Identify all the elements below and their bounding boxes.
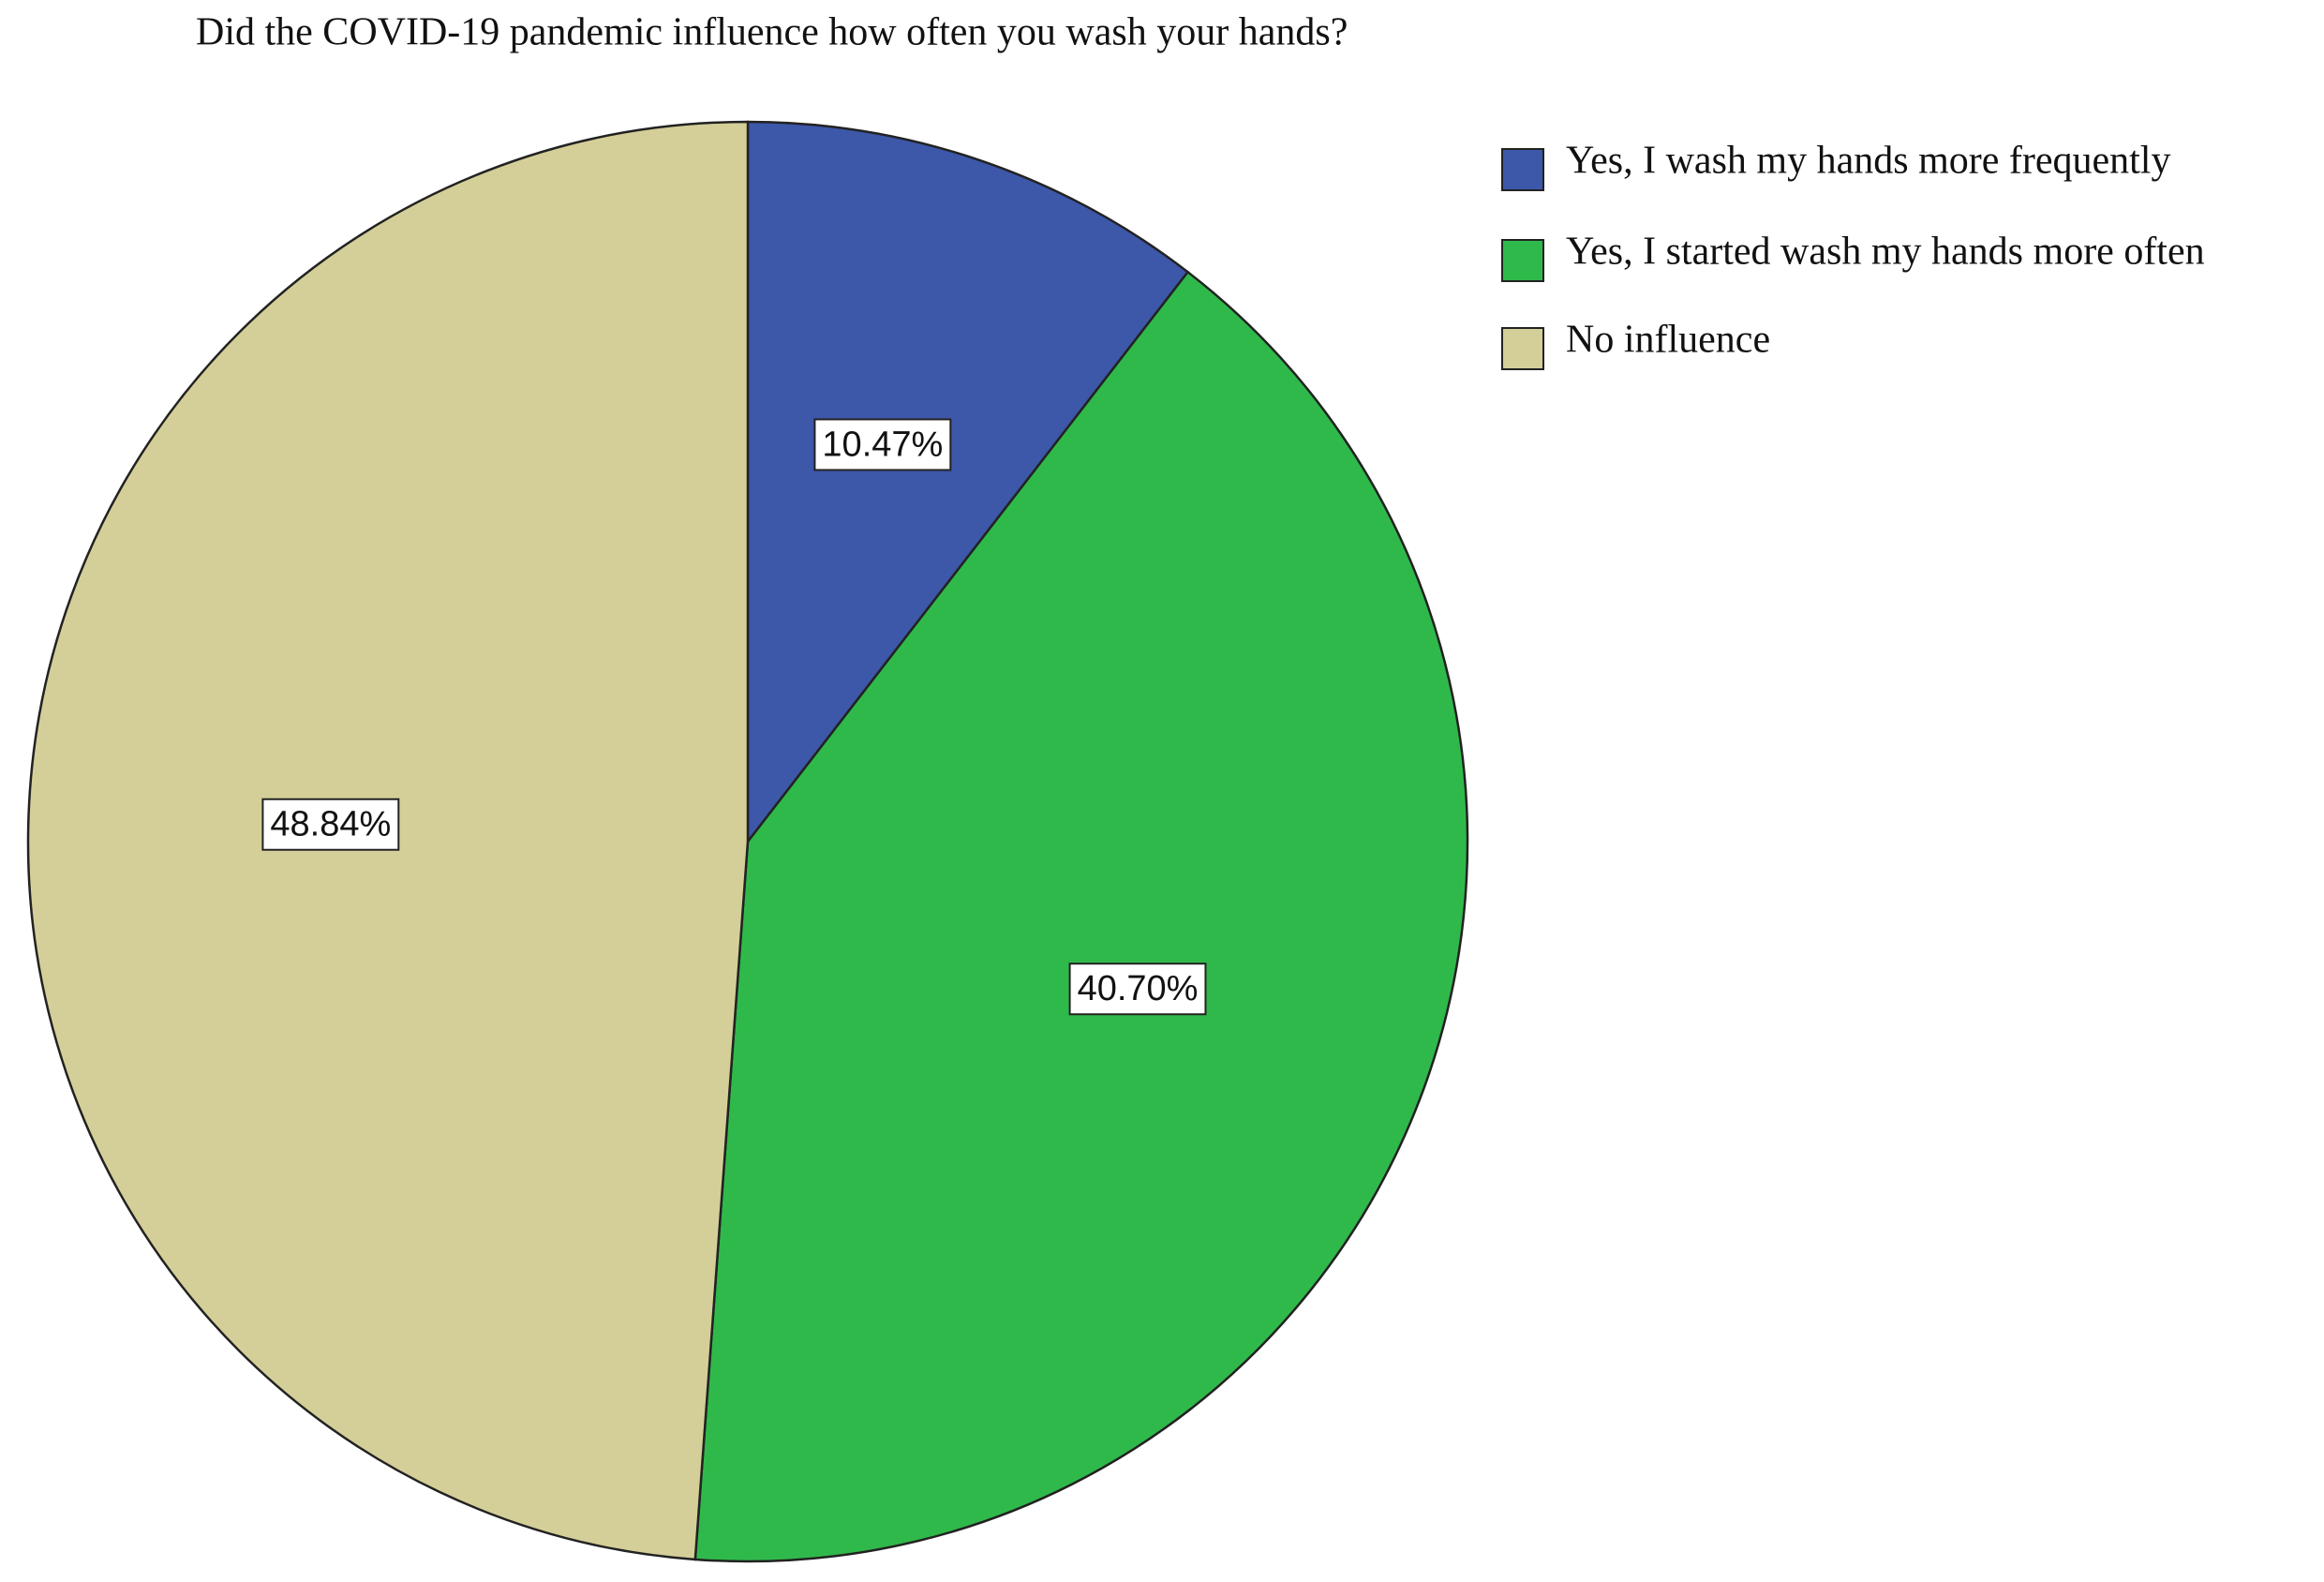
- data-label-text: 10.47%: [822, 425, 943, 464]
- legend-swatch: [1501, 148, 1544, 191]
- data-label-box: [1068, 963, 1207, 1016]
- legend-label: No influence: [1566, 319, 1770, 362]
- legend-label: Yes, I wash my hands more frequently: [1566, 140, 2170, 183]
- data-label-box: [261, 798, 400, 851]
- data-label: 48.84%: [261, 798, 400, 851]
- data-label-box: [813, 418, 952, 471]
- legend-label: Yes, I started wash my hands more often: [1566, 231, 2205, 274]
- data-label: 40.70%: [1068, 963, 1207, 1016]
- pie-slice: [746, 120, 1190, 845]
- legend-swatch: [1501, 327, 1544, 370]
- legend-swatch: [1501, 239, 1544, 282]
- data-label-text: 40.70%: [1078, 969, 1199, 1008]
- chart-title: Did the COVID-19 pandemic influence how …: [196, 11, 1348, 54]
- data-label-text: 48.84%: [270, 805, 391, 844]
- data-label: 10.47%: [813, 418, 952, 471]
- pie-slice: [693, 270, 1469, 1563]
